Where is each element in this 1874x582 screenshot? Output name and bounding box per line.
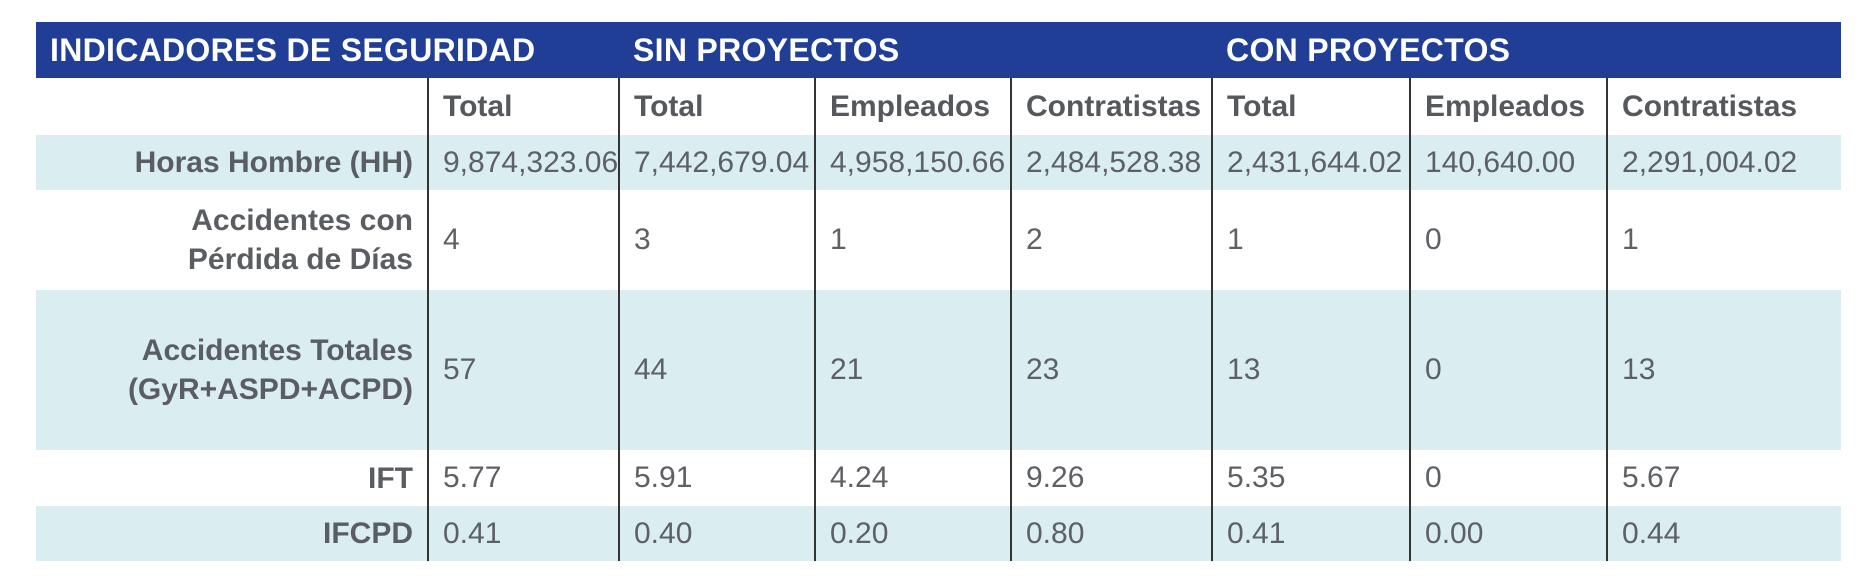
row-label: Horas Hombre (HH) [36,135,428,190]
con-proyectos-heading: CON PROYECTOS [1212,22,1842,78]
table-cell: 140,640.00 [1409,135,1608,190]
sin-proyectos-heading: SIN PROYECTOS [619,22,1213,78]
table-cell: 0.44 [1606,506,1842,561]
row-label-line: Accidentes Totales [141,334,413,367]
table-row: Horas Hombre (HH) 9,874,323.06 7,442,679… [36,135,1842,190]
table-cell: 9.26 [1009,450,1213,506]
table-cell: 21 [814,290,1011,450]
subheader-cell: Empleados [814,78,1011,135]
table-row: IFT 5.77 5.91 4.24 9.26 5.35 0 5.67 [36,450,1842,506]
row-label: Accidentes con Pérdida de Días [36,190,428,290]
table-cell: 2,431,644.02 [1211,135,1411,190]
table-cell: 13 [1606,290,1842,450]
safety-indicators-table-container: INDICADORES DE SEGURIDAD SIN PROYECTOS C… [36,22,1842,561]
subheader-cell: Empleados [1409,78,1608,135]
table-cell: 44 [618,290,815,450]
table-row: Accidentes Totales (GyR+ASPD+ACPD) 57 44 … [36,290,1842,450]
table-row: Accidentes con Pérdida de Días 4 3 1 2 1 … [36,190,1842,290]
table-cell: 3 [618,190,815,290]
table-cell: 5.77 [427,450,619,506]
table-cell: 4,958,150.66 [814,135,1011,190]
subheader-cell: Total [427,78,619,135]
row-label-line: IFCPD [323,517,413,550]
row-label: IFT [36,450,428,506]
table-cell: 2,484,528.38 [1009,135,1213,190]
table-cell: 2 [1009,190,1213,290]
row-label-line: Accidentes con [191,204,413,237]
table-cell: 4.24 [814,450,1011,506]
row-label-line: Pérdida de Días [187,243,413,276]
row-label-line: (GyR+ASPD+ACPD) [127,373,413,406]
row-label: Accidentes Totales (GyR+ASPD+ACPD) [36,290,428,450]
subheader-cell: Contratistas [1009,78,1213,135]
indicators-heading: INDICADORES DE SEGURIDAD [36,22,619,78]
table-cell: 4 [427,190,619,290]
table-cell: 0.20 [814,506,1011,561]
subheader-cell: Contratistas [1606,78,1842,135]
subheader-cell: Total [1211,78,1411,135]
table-cell: 0 [1409,450,1608,506]
table-cell: 2,291,004.02 [1606,135,1842,190]
table-cell: 57 [427,290,619,450]
subheader-row: Total Total Empleados Contratistas Total… [36,78,1842,135]
table-cell: 7,442,679.04 [618,135,815,190]
table-cell: 0 [1409,290,1608,450]
row-label: IFCPD [36,506,428,561]
table-cell: 0.41 [1211,506,1411,561]
table-cell: 5.91 [618,450,815,506]
table-cell: 1 [1606,190,1842,290]
table-cell: 5.35 [1211,450,1411,506]
table-cell: 1 [1211,190,1411,290]
table-cell: 0.00 [1409,506,1608,561]
title-row: INDICADORES DE SEGURIDAD SIN PROYECTOS C… [36,22,1842,78]
table-cell: 5.67 [1606,450,1842,506]
safety-indicators-table: INDICADORES DE SEGURIDAD SIN PROYECTOS C… [36,22,1842,561]
table-row: IFCPD 0.41 0.40 0.20 0.80 0.41 0.00 0.44 [36,506,1842,561]
table-cell: 0.80 [1009,506,1213,561]
table-cell: 9,874,323.06 [427,135,619,190]
table-cell: 0.40 [618,506,815,561]
row-label-line: IFT [368,461,413,495]
table-cell: 1 [814,190,1011,290]
subheader-cell: Total [618,78,815,135]
table-cell: 0 [1409,190,1608,290]
table-cell: 23 [1009,290,1213,450]
subheader-empty-cell [36,78,428,135]
table-cell: 0.41 [427,506,619,561]
row-label-line: Horas Hombre (HH) [134,146,413,179]
table-cell: 13 [1211,290,1411,450]
